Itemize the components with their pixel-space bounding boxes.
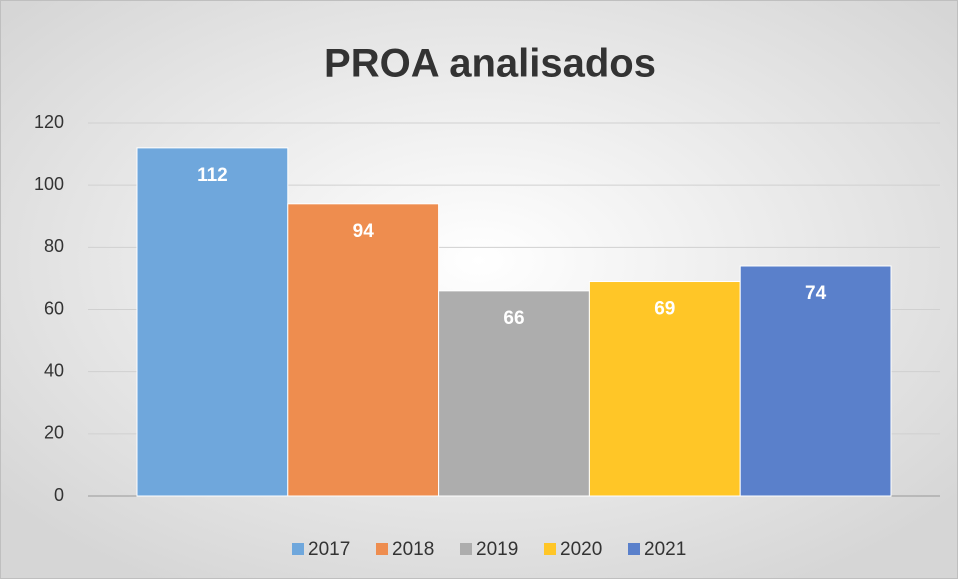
legend-label: 2018 bbox=[392, 539, 434, 560]
legend-swatch bbox=[460, 543, 472, 555]
y-tick-label: 100 bbox=[34, 174, 64, 194]
data-label: 66 bbox=[503, 308, 524, 329]
bar bbox=[438, 290, 590, 497]
y-tick-label: 120 bbox=[34, 112, 64, 132]
y-tick-label: 60 bbox=[44, 298, 64, 318]
bar bbox=[588, 281, 741, 497]
y-tick-label: 80 bbox=[44, 236, 64, 256]
data-label: 94 bbox=[353, 221, 375, 242]
data-label: 69 bbox=[654, 299, 675, 320]
y-tick-label: 20 bbox=[44, 423, 64, 443]
data-label: 112 bbox=[197, 165, 228, 186]
legend-label: 2019 bbox=[476, 539, 518, 560]
legend-label: 2017 bbox=[308, 539, 350, 560]
legend-swatch bbox=[544, 543, 556, 555]
bar bbox=[287, 203, 440, 497]
y-tick-label: 40 bbox=[44, 360, 64, 380]
legend-swatch bbox=[376, 543, 388, 555]
data-label: 74 bbox=[805, 283, 827, 304]
chart-title: PROA analisados bbox=[324, 42, 656, 86]
legend-swatch bbox=[292, 543, 304, 555]
y-tick-label: 0 bbox=[54, 485, 64, 505]
bar bbox=[136, 147, 289, 497]
legend-label: 2021 bbox=[644, 539, 686, 560]
legend-swatch bbox=[628, 543, 640, 555]
legend-label: 2020 bbox=[560, 539, 602, 560]
bar bbox=[739, 265, 892, 497]
